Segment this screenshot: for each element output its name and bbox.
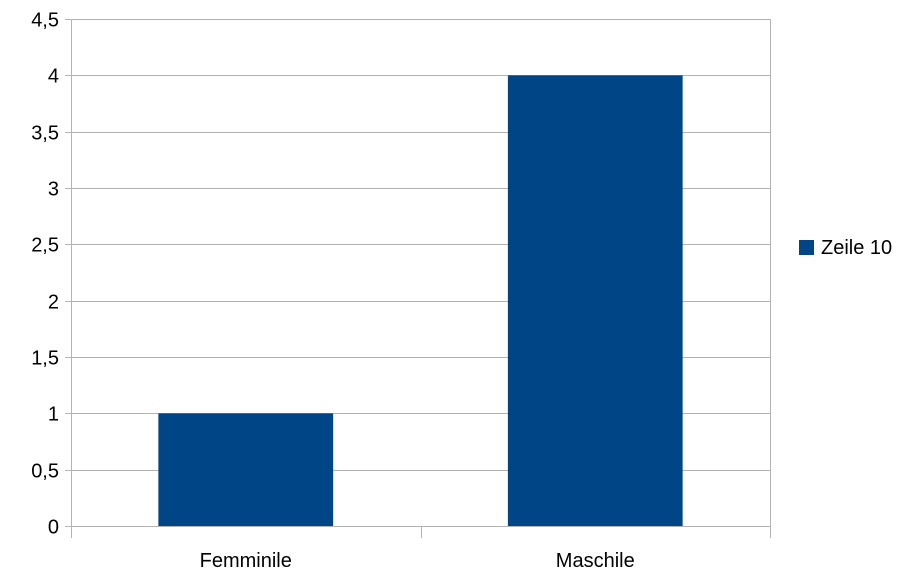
x-tick-labels: Femminile Maschile <box>200 550 635 572</box>
y-tick-label: 2 <box>48 292 59 314</box>
bar-maschile <box>507 75 683 526</box>
x-tick-label: Maschile <box>556 550 635 572</box>
y-tick-label: 1 <box>48 404 59 426</box>
legend-swatch <box>799 240 814 255</box>
y-tick-label: 4,5 <box>31 10 59 32</box>
y-tick-label: 2,5 <box>31 235 59 257</box>
legend: Zeile 10 <box>799 237 892 259</box>
axes <box>65 19 771 538</box>
y-tick-label: 1,5 <box>31 348 59 370</box>
x-tick-label: Femminile <box>200 550 292 572</box>
bars <box>158 75 683 526</box>
y-tick-label: 3 <box>48 179 59 201</box>
y-tick-label: 0 <box>48 517 59 539</box>
y-tick-label: 0,5 <box>31 461 59 483</box>
y-tick-label: 4 <box>48 66 59 88</box>
bar-femminile <box>158 413 334 526</box>
y-tick-label: 3,5 <box>31 123 59 145</box>
legend-label: Zeile 10 <box>821 237 892 259</box>
y-tick-labels: 0 0,5 1 1,5 2 2,5 3 3,5 4 4,5 <box>31 10 59 539</box>
